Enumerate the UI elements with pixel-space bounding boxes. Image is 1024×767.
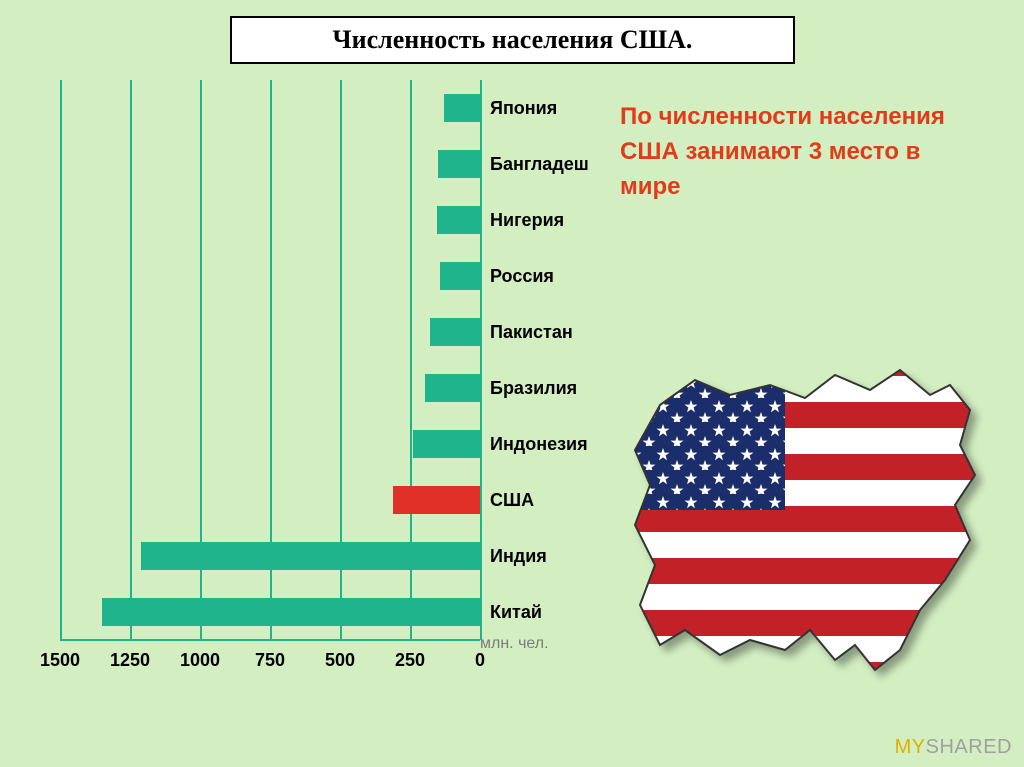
watermark-part1: MY bbox=[895, 736, 926, 758]
bar-label: Япония bbox=[490, 94, 557, 122]
bar-row: Россия bbox=[60, 248, 480, 304]
bar bbox=[425, 374, 480, 402]
bar bbox=[438, 150, 480, 178]
x-tick-label: 1500 bbox=[40, 650, 80, 671]
bar bbox=[437, 206, 480, 234]
bar-label: Индия bbox=[490, 542, 547, 570]
chart-x-title: млн. чел. bbox=[480, 635, 549, 653]
bar-row: Бразилия bbox=[60, 360, 480, 416]
callout-text: По численности населения США занимают 3 … bbox=[620, 100, 980, 204]
bar-row: Нигерия bbox=[60, 192, 480, 248]
bar bbox=[430, 318, 480, 346]
chart-x-axis: 1500125010007505002500 bbox=[60, 640, 480, 700]
watermark-part2: SHARED bbox=[926, 736, 1012, 758]
population-chart: ЯпонияБангладешНигерияРоссияПакистанБраз… bbox=[40, 80, 570, 700]
usa-flag-map-icon bbox=[600, 350, 1000, 690]
slide-title: Численность населения США. bbox=[333, 25, 693, 55]
x-tick-label: 0 bbox=[475, 650, 485, 671]
bar bbox=[393, 486, 480, 514]
x-tick-label: 250 bbox=[395, 650, 425, 671]
bar-label: США bbox=[490, 486, 534, 514]
chart-plot: ЯпонияБангладешНигерияРоссияПакистанБраз… bbox=[60, 80, 480, 640]
chart-gridline bbox=[480, 80, 482, 640]
bar-label: Китай bbox=[490, 598, 542, 626]
bar-label: Пакистан bbox=[490, 318, 573, 346]
bar-row: Индия bbox=[60, 528, 480, 584]
x-tick-label: 1000 bbox=[180, 650, 220, 671]
bar-label: Бангладеш bbox=[490, 150, 589, 178]
bar-label: Бразилия bbox=[490, 374, 577, 402]
x-tick-label: 500 bbox=[325, 650, 355, 671]
watermark: MYSHARED bbox=[895, 736, 1012, 759]
bar-label: Нигерия bbox=[490, 206, 564, 234]
bar-label: Россия bbox=[490, 262, 554, 290]
bar-row: США bbox=[60, 472, 480, 528]
bar-row: Бангладеш bbox=[60, 136, 480, 192]
bar bbox=[413, 430, 480, 458]
x-tick-label: 1250 bbox=[110, 650, 150, 671]
slide: Численность населения США. ЯпонияБанглад… bbox=[0, 0, 1024, 767]
bar-label: Индонезия bbox=[490, 430, 588, 458]
bar-row: Индонезия bbox=[60, 416, 480, 472]
bar bbox=[102, 598, 480, 626]
bar-row: Китай bbox=[60, 584, 480, 640]
bar bbox=[444, 94, 480, 122]
x-tick-label: 750 bbox=[255, 650, 285, 671]
slide-title-box: Численность населения США. bbox=[230, 16, 795, 64]
bar bbox=[141, 542, 480, 570]
bar-row: Пакистан bbox=[60, 304, 480, 360]
bar bbox=[440, 262, 480, 290]
bar-row: Япония bbox=[60, 80, 480, 136]
